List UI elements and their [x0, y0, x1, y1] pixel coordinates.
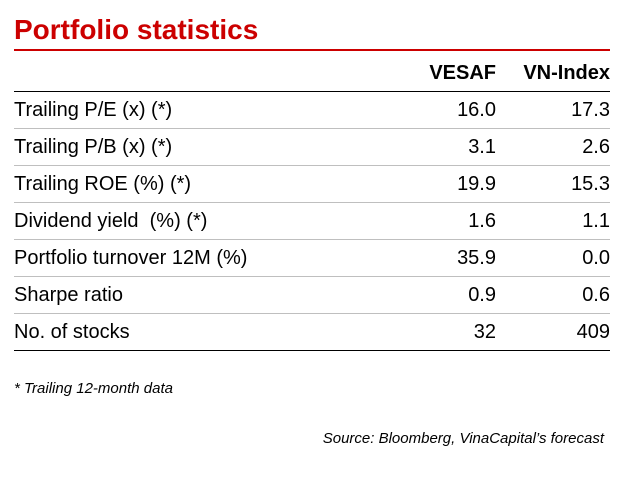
vesaf-value: 3.1: [370, 128, 496, 166]
row-label: Trailing P/E (x) (*): [14, 91, 370, 129]
vesaf-value: 1.6: [370, 202, 496, 240]
table-row: Trailing ROE (%) (*) 19.9 15.3: [14, 165, 610, 203]
header-vesaf: VESAF: [370, 55, 496, 92]
header-label-column: [14, 55, 370, 92]
vesaf-value: 0.9: [370, 276, 496, 314]
table-row: Trailing P/B (x) (*) 3.1 2.6: [14, 128, 610, 166]
vn-index-value: 0.6: [496, 276, 610, 314]
vn-index-value: 2.6: [496, 128, 610, 166]
row-label: Trailing ROE (%) (*): [14, 165, 370, 203]
row-label: Trailing P/B (x) (*): [14, 128, 370, 166]
vn-index-value: 0.0: [496, 239, 610, 277]
page-title: Portfolio statistics: [14, 14, 259, 45]
vesaf-value: 16.0: [370, 91, 496, 129]
row-label: Portfolio turnover 12M (%): [14, 239, 370, 277]
portfolio-statistics-table: VESAF VN-Index Trailing P/E (x) (*) 16.0…: [14, 55, 610, 351]
row-label: Dividend yield (%) (*): [14, 202, 370, 240]
table-row: Trailing P/E (x) (*) 16.0 17.3: [14, 91, 610, 129]
table-header-row: VESAF VN-Index: [14, 55, 610, 92]
vn-index-value: 409: [496, 313, 610, 351]
table-row: No. of stocks 32 409: [14, 313, 610, 351]
table-row: Portfolio turnover 12M (%) 35.9 0.0: [14, 239, 610, 277]
table-row: Dividend yield (%) (*) 1.6 1.1: [14, 202, 610, 240]
vesaf-value: 32: [370, 313, 496, 351]
vn-index-value: 17.3: [496, 91, 610, 129]
vesaf-value: 35.9: [370, 239, 496, 277]
vesaf-value: 19.9: [370, 165, 496, 203]
vn-index-value: 15.3: [496, 165, 610, 203]
row-label: Sharpe ratio: [14, 276, 370, 314]
title-underline: [14, 49, 610, 51]
row-label: No. of stocks: [14, 313, 370, 351]
source-note: Source: Bloomberg, VinaCapital’s forecas…: [322, 430, 604, 447]
footnote: * Trailing 12-month data: [14, 380, 173, 397]
header-vn-index: VN-Index: [496, 55, 610, 92]
vn-index-value: 1.1: [496, 202, 610, 240]
table-row: Sharpe ratio 0.9 0.6: [14, 276, 610, 314]
